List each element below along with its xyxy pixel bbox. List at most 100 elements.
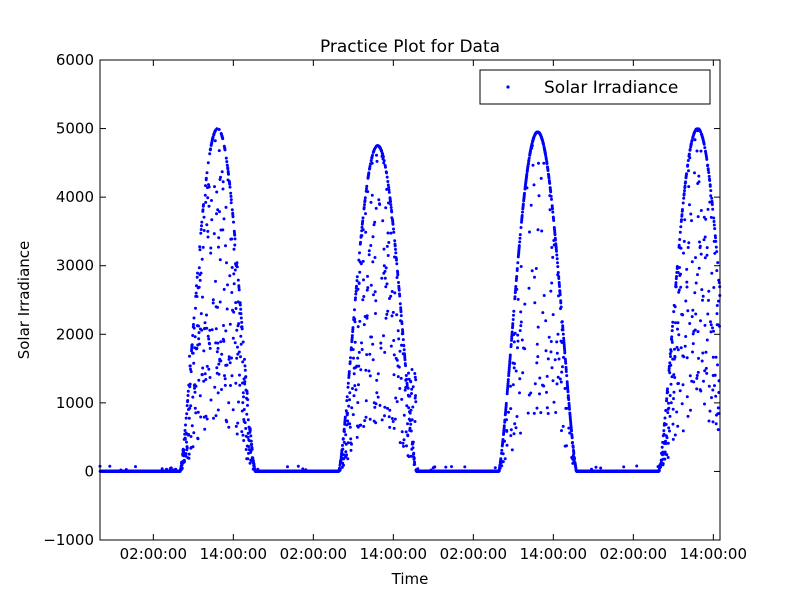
data-point [549, 194, 553, 198]
data-point [675, 410, 679, 414]
data-point [368, 417, 372, 421]
data-point [355, 435, 359, 439]
data-point [235, 356, 239, 360]
data-point [500, 448, 504, 452]
data-point [192, 316, 196, 320]
data-point [363, 419, 367, 423]
data-point [217, 236, 221, 240]
data-point [225, 420, 229, 424]
data-point [187, 433, 191, 436]
data-point [693, 328, 697, 332]
data-point [375, 391, 379, 395]
scatter-points [98, 127, 722, 473]
legend-label: Solar Irradiance [544, 78, 678, 98]
data-point [557, 277, 561, 280]
data-point [553, 358, 557, 362]
x-tick-label: 02:00:00 [280, 545, 347, 563]
data-point [406, 422, 409, 426]
data-point [195, 295, 199, 298]
data-point [405, 444, 408, 448]
data-point [552, 219, 556, 222]
data-point [549, 289, 553, 293]
data-point [191, 395, 195, 399]
data-point [216, 341, 220, 345]
data-point [228, 361, 232, 365]
data-point [205, 171, 209, 175]
data-point [243, 380, 247, 384]
data-point [360, 234, 364, 238]
data-point [208, 376, 212, 379]
data-point [230, 237, 234, 241]
data-point [519, 265, 523, 268]
data-point [236, 278, 240, 282]
data-point [383, 350, 387, 354]
data-point [622, 465, 626, 469]
data-point [380, 276, 384, 280]
data-point [242, 439, 246, 442]
data-point [239, 355, 242, 359]
data-point [393, 239, 397, 243]
data-point [696, 273, 699, 277]
data-point [361, 298, 365, 302]
data-point [546, 169, 550, 172]
data-point [544, 349, 548, 353]
data-point [409, 429, 413, 433]
data-point [395, 313, 399, 317]
data-point [197, 337, 201, 341]
data-point [197, 266, 201, 270]
data-point [359, 368, 363, 372]
data-point [198, 394, 202, 398]
data-point [402, 438, 406, 442]
data-point [237, 322, 241, 326]
data-point [400, 343, 403, 347]
data-point [678, 266, 681, 269]
data-point [395, 258, 398, 262]
data-point [414, 378, 418, 382]
data-point [668, 429, 671, 433]
data-point [687, 169, 690, 173]
data-point [665, 397, 669, 401]
data-point [691, 342, 695, 346]
data-point [703, 323, 707, 327]
data-point [535, 342, 539, 346]
data-point [513, 422, 517, 426]
data-point [513, 295, 517, 299]
data-point [572, 451, 576, 455]
data-point [532, 411, 536, 415]
data-point [676, 321, 680, 325]
data-point [232, 282, 236, 286]
data-point [386, 183, 390, 187]
data-point [567, 398, 571, 402]
data-point [402, 348, 406, 352]
data-point [676, 271, 680, 274]
data-point [410, 418, 414, 422]
data-point [206, 235, 210, 239]
data-point [402, 344, 406, 348]
data-point [207, 185, 211, 189]
data-point [210, 218, 214, 222]
data-point [198, 245, 202, 249]
data-point [376, 395, 380, 399]
data-point [397, 281, 400, 284]
data-point [214, 279, 217, 283]
data-point [383, 414, 386, 418]
data-point [717, 299, 720, 303]
data-point [384, 206, 388, 210]
data-point [371, 153, 374, 157]
data-point [519, 310, 523, 314]
data-point [690, 219, 693, 223]
data-point [505, 429, 509, 433]
data-point [548, 181, 552, 185]
data-point [702, 238, 706, 242]
data-point [539, 411, 543, 415]
data-point [208, 152, 212, 156]
data-point [463, 465, 467, 469]
data-point [510, 330, 514, 334]
data-point [366, 286, 370, 290]
data-point [233, 233, 237, 237]
data-point [678, 238, 682, 241]
data-point [229, 384, 232, 387]
data-point [686, 163, 690, 167]
data-point [545, 374, 549, 378]
data-point [557, 357, 561, 361]
